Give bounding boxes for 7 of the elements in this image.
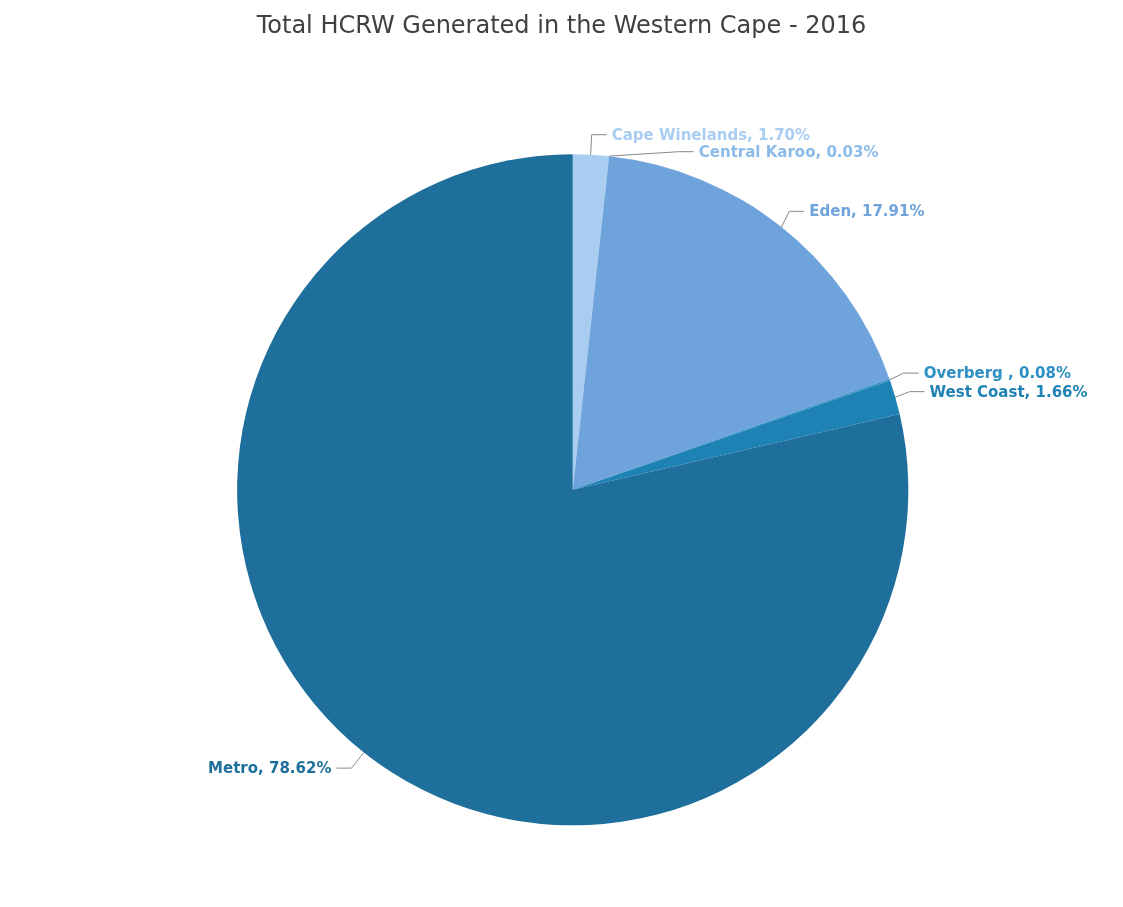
slice-label: Eden, 17.91% xyxy=(809,202,925,221)
slice-label: Central Karoo, 0.03% xyxy=(698,142,879,161)
slice-label: Cape Winelands, 1.70% xyxy=(611,125,811,144)
chart-title: Total HCRW Generated in the Western Cape - 2016 xyxy=(255,11,867,39)
slice-label: West Coast, 1.66% xyxy=(929,382,1088,401)
slice-label: Metro, 78.62% xyxy=(208,759,332,778)
slice-label: Overberg , 0.08% xyxy=(923,364,1071,383)
